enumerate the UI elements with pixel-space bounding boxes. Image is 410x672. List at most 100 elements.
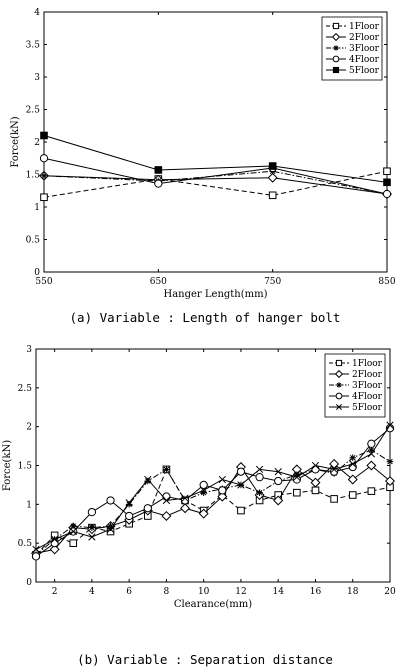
series-2floor bbox=[31, 458, 395, 559]
y-tick-label: 2.5 bbox=[26, 106, 41, 116]
x-tick-label: 550 bbox=[35, 277, 52, 287]
y-tick-label: 0 bbox=[34, 268, 40, 278]
data-point bbox=[69, 539, 78, 547]
data-point bbox=[268, 191, 277, 200]
legend-marker bbox=[332, 22, 340, 30]
series-line bbox=[43, 157, 388, 195]
legend-marker bbox=[333, 45, 339, 51]
y-tick-label: 2.5 bbox=[18, 384, 33, 394]
data-point bbox=[125, 511, 134, 521]
data-point bbox=[200, 486, 208, 495]
data-point bbox=[367, 450, 376, 458]
x-tick-label: 8 bbox=[164, 587, 170, 597]
x-tick-label: 12 bbox=[235, 587, 246, 597]
series-line bbox=[43, 170, 388, 198]
series-5floor bbox=[32, 421, 394, 554]
data-point bbox=[88, 524, 96, 531]
data-point bbox=[144, 477, 152, 485]
data-point bbox=[273, 495, 284, 506]
data-point bbox=[40, 193, 48, 202]
y-axis-label: Force(kN) bbox=[2, 440, 13, 491]
legend-marker bbox=[336, 382, 342, 388]
x-tick-label: 14 bbox=[272, 587, 284, 597]
data-point bbox=[383, 178, 391, 187]
data-point bbox=[386, 458, 394, 465]
data-point bbox=[267, 172, 278, 183]
data-point bbox=[40, 172, 48, 180]
data-point bbox=[180, 503, 191, 514]
series-1floor bbox=[32, 465, 394, 559]
data-point bbox=[292, 475, 301, 484]
data-point bbox=[311, 486, 320, 495]
y-tick-label: 0.5 bbox=[26, 236, 41, 246]
data-point bbox=[144, 475, 152, 484]
y-tick-label: 1 bbox=[26, 500, 32, 510]
y-tick-label: 3 bbox=[34, 73, 40, 83]
data-point bbox=[199, 480, 208, 490]
chart-hanger-length: 550 650 750 850 0 0.5 1 1.5 2 2.5 3 3.5 4 Hanger Leng… bbox=[10, 8, 396, 300]
data-point bbox=[181, 494, 189, 502]
x-axis-label: Hanger Length(mm) bbox=[163, 289, 267, 300]
data-point bbox=[310, 477, 321, 488]
legend-label-2floor: 2Floor bbox=[349, 33, 380, 43]
x-tick-label: 850 bbox=[378, 277, 395, 287]
x-tick-label: 20 bbox=[384, 587, 396, 597]
x-tick-label: 16 bbox=[310, 587, 322, 597]
x-tick-label: 650 bbox=[150, 277, 167, 287]
data-point bbox=[125, 499, 133, 507]
legend-marker bbox=[335, 359, 343, 367]
series-4floor bbox=[39, 154, 392, 199]
y-axis-label: Force(kN) bbox=[10, 116, 21, 167]
data-point bbox=[40, 131, 48, 140]
chart-clearance: 2 4 6 8 10 12 14 16 18 20 0 0.5 1 1.5 2 2.5 3 Clearance(m… bbox=[2, 345, 396, 610]
legend-marker bbox=[335, 392, 343, 400]
data-point bbox=[293, 473, 301, 481]
legend-label-5floor: 5Floor bbox=[352, 403, 383, 413]
legend-label-1floor: 1Floor bbox=[352, 359, 383, 369]
data-point bbox=[31, 552, 41, 561]
caption-a: (a) Variable : Length of hanger bolt bbox=[70, 310, 341, 325]
data-point bbox=[49, 544, 60, 555]
legend-label-5floor: 5Floor bbox=[349, 66, 380, 76]
x-tick-label: 2 bbox=[52, 587, 58, 597]
data-point bbox=[107, 522, 114, 530]
legend-marker bbox=[336, 404, 342, 410]
legend-label-2floor: 2Floor bbox=[352, 370, 383, 380]
data-point bbox=[69, 522, 77, 530]
x-tick-label: 4 bbox=[89, 587, 95, 597]
x-tick-label: 750 bbox=[264, 277, 281, 287]
data-point bbox=[69, 527, 77, 536]
legend-label-4floor: 4Floor bbox=[349, 55, 380, 65]
x-tick-label: 18 bbox=[347, 587, 359, 597]
data-point bbox=[330, 465, 338, 474]
legend-marker bbox=[332, 55, 340, 63]
data-point bbox=[163, 466, 170, 473]
y-tick-label: 0.5 bbox=[18, 539, 33, 549]
data-point bbox=[198, 508, 209, 519]
legend-marker bbox=[332, 66, 340, 74]
data-point bbox=[293, 488, 301, 497]
data-point bbox=[162, 492, 171, 501]
y-tick-label: 4 bbox=[34, 8, 40, 18]
series-line bbox=[35, 424, 391, 550]
series-line bbox=[43, 175, 388, 195]
legend-label-3floor: 3Floor bbox=[349, 44, 380, 54]
data-point bbox=[218, 475, 226, 484]
legend-marker bbox=[331, 32, 341, 42]
data-point bbox=[87, 507, 97, 517]
data-point bbox=[385, 476, 395, 487]
data-point bbox=[106, 525, 115, 533]
data-point bbox=[366, 460, 377, 471]
data-point bbox=[383, 167, 391, 176]
y-tick-label: 2 bbox=[26, 423, 32, 433]
data-point bbox=[106, 496, 115, 505]
data-point bbox=[256, 489, 263, 496]
series-5floor bbox=[40, 131, 391, 187]
x-tick-label: 10 bbox=[198, 587, 210, 597]
data-point bbox=[255, 473, 264, 482]
data-point bbox=[200, 489, 207, 496]
data-point bbox=[161, 510, 172, 521]
data-point bbox=[218, 486, 227, 495]
